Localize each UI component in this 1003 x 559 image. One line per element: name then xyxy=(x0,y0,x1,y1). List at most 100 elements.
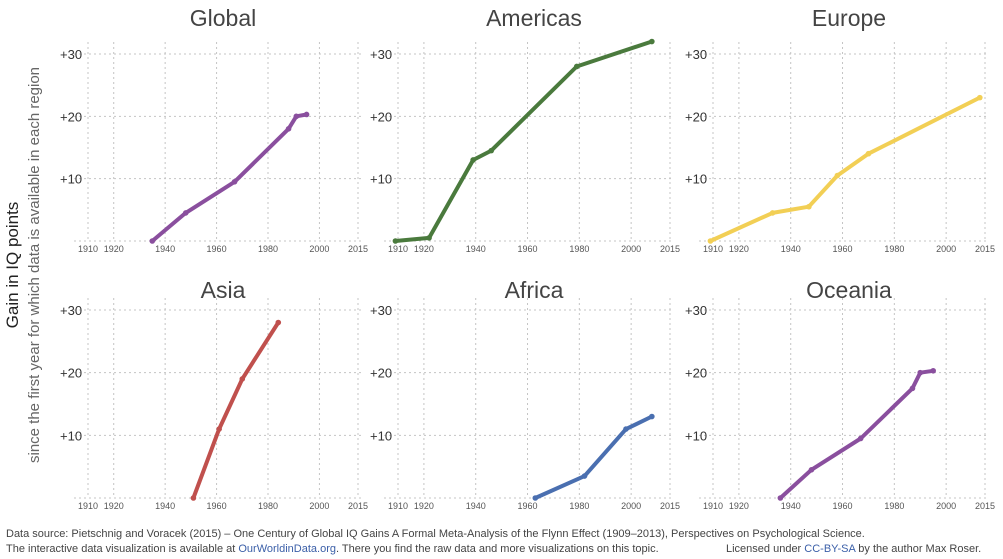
y-tick-10: +10 xyxy=(60,172,82,187)
y-tick-10: +10 xyxy=(370,172,392,187)
y-tick-10: +10 xyxy=(60,428,82,443)
x-tick-1920: 1920 xyxy=(729,244,749,254)
x-tick-1980: 1980 xyxy=(258,501,278,511)
data-point-africa-2008 xyxy=(649,413,655,420)
x-tick-1910: 1910 xyxy=(78,244,98,254)
series-line-americas xyxy=(393,39,654,243)
x-tick-2015: 2015 xyxy=(660,501,680,511)
x-tick-1920: 1920 xyxy=(414,501,434,511)
x-tick-1940: 1940 xyxy=(155,501,175,511)
license-post: by the author Max Roser. xyxy=(855,543,982,555)
data-point-global-1995 xyxy=(303,111,310,118)
x-tick-1940: 1940 xyxy=(155,244,175,254)
data-point-americas-2008 xyxy=(649,38,655,45)
x-tick-1960: 1960 xyxy=(518,501,538,511)
x-tick-1910: 1910 xyxy=(388,501,408,511)
data-point-global-1991 xyxy=(293,113,300,120)
x-tick-2015: 2015 xyxy=(348,501,368,511)
y-tick-20: +20 xyxy=(370,109,392,124)
y-tick-30: +30 xyxy=(60,47,82,62)
data-point-europe-2013 xyxy=(977,94,983,101)
panel-africa: 1910 1920 1940 1960 1980 2000 2015 +10 +20 +30 Afr… xyxy=(370,277,680,511)
visualization-note-post: . There you find the raw data and more v… xyxy=(335,543,659,555)
x-tick-1910: 1910 xyxy=(703,244,723,254)
panel-title-africa: Africa xyxy=(505,277,564,303)
license-link[interactable]: CC-BY-SA xyxy=(804,543,856,555)
data-point-americas-1922 xyxy=(426,235,432,241)
data-point-global-1935 xyxy=(149,238,156,244)
x-tick-2000: 2000 xyxy=(309,501,329,511)
data-point-europe-1970 xyxy=(865,150,872,157)
y-tick-10: +10 xyxy=(685,428,707,443)
x-tick-1920: 1920 xyxy=(414,244,434,254)
y-tick-20: +20 xyxy=(370,366,392,381)
x-tick-1940: 1940 xyxy=(781,244,801,254)
license-note: Licensed under CC-BY-SA by the author Ma… xyxy=(726,543,981,555)
data-point-europe-1958 xyxy=(834,172,841,179)
y-axis-label: Gain in IQ points xyxy=(3,202,22,329)
data-point-global-1988 xyxy=(285,126,292,132)
x-tick-1960: 1960 xyxy=(207,244,227,254)
x-tick-1960: 1960 xyxy=(833,501,853,511)
x-tick-2000: 2000 xyxy=(936,244,956,254)
x-tick-1980: 1980 xyxy=(884,244,904,254)
x-tick-2015: 2015 xyxy=(975,244,995,254)
data-point-global-1967 xyxy=(231,178,238,185)
owid-link[interactable]: OurWorldinData.org xyxy=(238,543,336,555)
panel-title-americas: Americas xyxy=(486,5,582,31)
y-tick-30: +30 xyxy=(370,47,392,62)
x-tick-2000: 2000 xyxy=(309,244,329,254)
x-tick-1960: 1960 xyxy=(518,244,538,254)
series-line-global xyxy=(150,112,309,243)
small-multiples-charts: 1910 1920 1940 1960 1980 2000 2015 +10 +20 +30 Glo… xyxy=(60,5,995,511)
y-tick-30: +30 xyxy=(60,303,82,318)
data-point-europe-1947 xyxy=(806,203,812,210)
x-tick-2000: 2000 xyxy=(621,501,641,511)
panel-title-asia: Asia xyxy=(201,277,246,303)
x-tick-2000: 2000 xyxy=(621,244,641,254)
visualization-note: The interactive data visualization is av… xyxy=(6,543,659,555)
data-source-note: Data source: Pietschnig and Voracek (201… xyxy=(6,528,865,540)
series-line-africa xyxy=(533,414,654,500)
data-point-oceania-1995 xyxy=(930,367,936,374)
x-tick-1910: 1910 xyxy=(78,501,98,511)
y-axis-label-group: Gain in IQ points since the first year f… xyxy=(0,0,60,520)
x-tick-2015: 2015 xyxy=(975,501,995,511)
panel-title-europe: Europe xyxy=(812,5,886,31)
data-point-asia-1970 xyxy=(239,376,246,382)
data-point-asia-1984 xyxy=(275,319,282,326)
x-tick-1960: 1960 xyxy=(207,501,227,511)
series-line-asia xyxy=(191,320,281,500)
x-tick-1940: 1940 xyxy=(781,501,801,511)
data-point-global-1948 xyxy=(182,210,189,216)
x-tick-1920: 1920 xyxy=(729,501,749,511)
y-tick-20: +20 xyxy=(685,366,707,381)
x-tick-1910: 1910 xyxy=(703,501,723,511)
data-point-europe-1933 xyxy=(769,210,776,216)
data-point-oceania-1967 xyxy=(857,435,864,442)
x-tick-2000: 2000 xyxy=(936,501,956,511)
x-tick-1940: 1940 xyxy=(466,244,486,254)
visualization-note-pre: The interactive data visualization is av… xyxy=(6,543,239,555)
x-tick-1940: 1940 xyxy=(466,501,486,511)
y-tick-10: +10 xyxy=(370,428,392,443)
data-point-oceania-1936 xyxy=(777,495,784,501)
y-axis-label-svg: Gain in IQ points since the first year f… xyxy=(3,67,43,463)
data-point-africa-1998 xyxy=(623,426,629,432)
data-point-americas-1946 xyxy=(488,147,495,154)
data-point-africa-1963 xyxy=(532,495,539,501)
data-point-asia-1951 xyxy=(190,495,197,501)
panel-title-oceania: Oceania xyxy=(806,277,892,303)
y-tick-20: +20 xyxy=(60,366,82,381)
data-point-oceania-1990 xyxy=(917,369,924,376)
data-point-europe-1909 xyxy=(707,238,714,244)
y-tick-10: +10 xyxy=(685,172,707,187)
x-tick-1960: 1960 xyxy=(833,244,853,254)
data-point-asia-1961 xyxy=(216,426,222,432)
data-point-oceania-1987 xyxy=(909,385,916,392)
panel-oceania: 1910 1920 1940 1960 1980 2000 2015 +10 +20 +30 Oce… xyxy=(685,277,995,511)
data-point-americas-1939 xyxy=(470,157,476,163)
panel-title-global: Global xyxy=(190,5,256,31)
data-point-americas-1979 xyxy=(573,63,580,70)
y-tick-30: +30 xyxy=(370,303,392,318)
